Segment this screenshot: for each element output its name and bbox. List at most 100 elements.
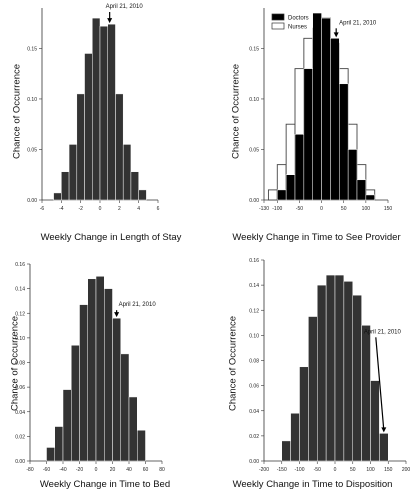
- histogram-bar: [87, 278, 97, 462]
- y-tick-label: 0.00: [249, 198, 259, 204]
- histogram-bar-nurses: [267, 189, 278, 201]
- y-tick-label: 0.15: [249, 46, 259, 52]
- chart-length-of-stay: 0.00 0.05 0.10 0.15 -6 -4 -2 0 2 4 6 April 21, 2010: [27, 4, 160, 212]
- x-axis-label: Weekly Change in Time to Bed: [39, 479, 171, 490]
- x-tick-label: 100: [362, 206, 371, 212]
- legend-label-nurses: Nurses: [288, 25, 307, 31]
- histogram-bar: [361, 325, 371, 462]
- histogram-bar: [281, 440, 291, 462]
- chart-panel-length-of-stay: 0.00 0.05 0.10 0.15 -6 -4 -2 0 2 4 6 April 21, 2010…: [0, 0, 206, 248]
- y-tick-label: 0.08: [249, 359, 259, 365]
- histogram-bar-doctors: [365, 194, 375, 201]
- histogram-bar-doctors: [347, 149, 358, 201]
- histogram-bar: [122, 144, 132, 201]
- x-tick-label: 6: [157, 206, 160, 212]
- x-tick-label: 0: [320, 206, 323, 212]
- x-tick-label: 40: [126, 467, 132, 473]
- chart-time-to-disposition: 0.00 0.02 0.04 0.06 0.08 0.10 0.12 0.14 0.16 -200…: [249, 258, 411, 473]
- x-tick-label: -100: [294, 467, 304, 473]
- histogram-bar: [95, 276, 105, 462]
- x-tick-label: -40: [59, 467, 66, 473]
- histogram-bar: [128, 396, 138, 462]
- y-tick-label: 0.14: [249, 283, 259, 289]
- histogram-bar: [53, 192, 62, 201]
- histogram-bar: [107, 23, 116, 201]
- y-tick-label: 0.10: [249, 97, 259, 103]
- y-tick-label: 0.15: [27, 46, 37, 52]
- y-tick-label: 0.08: [15, 361, 25, 367]
- x-tick-label: 150: [384, 206, 393, 212]
- x-tick-label: 0: [99, 206, 102, 212]
- chart-time-to-bed: 0.00 0.02 0.04 0.06 0.08 0.10 0.12 0.14 0.16 -80 -…: [15, 262, 165, 473]
- histogram-bar: [325, 274, 336, 462]
- annotation-arrow: [375, 337, 385, 431]
- legend-swatch-nurses: [271, 22, 285, 30]
- x-tick-label: 50: [350, 467, 356, 473]
- histogram-bar: [99, 25, 108, 201]
- y-tick-label: 0.00: [27, 198, 37, 204]
- histogram-bar: [112, 317, 121, 462]
- chart-panel-time-to-see-provider: 0.00 0.05 0.10 0.15 -130 -100 -50 0 50 100 150 Doct…: [206, 0, 413, 248]
- y-tick-label: 0.02: [15, 434, 25, 440]
- y-axis-label: Chance of Occurrence: [230, 63, 242, 160]
- x-tick-label: -4: [59, 206, 64, 212]
- x-axis-label: Weekly Change in Time to See Provider: [232, 232, 401, 243]
- histogram-bar: [79, 304, 88, 462]
- y-tick-label: 0.00: [15, 459, 25, 465]
- x-tick-label: 200: [402, 467, 411, 473]
- x-tick-label: -50: [314, 467, 321, 473]
- histogram-bar: [104, 288, 113, 462]
- x-tick-label: 20: [110, 467, 116, 473]
- histogram-bar: [130, 171, 139, 201]
- histogram-bar: [46, 447, 55, 462]
- y-tick-label: 0.14: [15, 287, 25, 293]
- x-axis-label: Weekly Change in Length of Stay: [40, 232, 182, 243]
- x-tick-label: 2: [118, 206, 121, 212]
- histogram-bar: [84, 53, 93, 201]
- x-tick-label: 0: [334, 467, 337, 473]
- y-tick-label: 0.04: [249, 409, 259, 415]
- histogram-bar: [308, 316, 318, 462]
- histogram-bar: [352, 294, 362, 462]
- histogram-bar: [76, 93, 85, 201]
- histogram-bar: [54, 426, 64, 462]
- x-tick-label: 0: [95, 467, 98, 473]
- annotation-arrowhead: [333, 32, 339, 38]
- y-tick-label: 0.12: [15, 311, 25, 317]
- x-tick-label: 150: [384, 467, 393, 473]
- histogram-bar: [115, 93, 124, 201]
- histogram-bar-doctors: [312, 12, 322, 201]
- annotation-label: April 21, 2010: [106, 4, 144, 10]
- y-axis-label: Chance of Occurrence: [227, 315, 239, 412]
- y-tick-label: 0.06: [15, 385, 25, 391]
- x-tick-label: -2: [78, 206, 83, 212]
- legend-swatch-doctors: [271, 13, 285, 21]
- histogram-bar: [62, 389, 72, 462]
- histogram-bar-doctors: [356, 179, 367, 201]
- histogram-bar: [68, 144, 78, 201]
- legend-label-doctors: Doctors: [288, 16, 309, 22]
- histogram-bar: [334, 274, 345, 462]
- x-tick-label: -80: [26, 467, 33, 473]
- annotation-label: April 21, 2010: [364, 329, 402, 335]
- y-tick-label: 0.10: [15, 336, 25, 342]
- y-axis-label: Chance of Occurrence: [11, 63, 23, 160]
- histogram-bar: [92, 17, 101, 201]
- x-tick-label: -100: [272, 206, 282, 212]
- annotation-arrowhead: [114, 312, 120, 318]
- histogram-bar: [379, 433, 389, 462]
- y-tick-label: 0.04: [15, 410, 25, 416]
- annotation-label: April 21, 2010: [339, 20, 377, 26]
- histogram-bar: [137, 429, 146, 462]
- histogram-bar: [120, 353, 130, 462]
- y-tick-label: 0.02: [249, 434, 259, 440]
- histogram-bar-doctors: [330, 38, 340, 201]
- x-tick-label: -50: [296, 206, 303, 212]
- x-tick-label: -150: [277, 467, 287, 473]
- histogram-bar: [370, 380, 380, 462]
- histogram-bar-doctors: [303, 68, 313, 201]
- annotation-arrowhead: [381, 427, 387, 433]
- histogram-bar-doctors: [339, 83, 349, 201]
- histogram-bar: [71, 345, 80, 462]
- x-tick-label: -20: [76, 467, 83, 473]
